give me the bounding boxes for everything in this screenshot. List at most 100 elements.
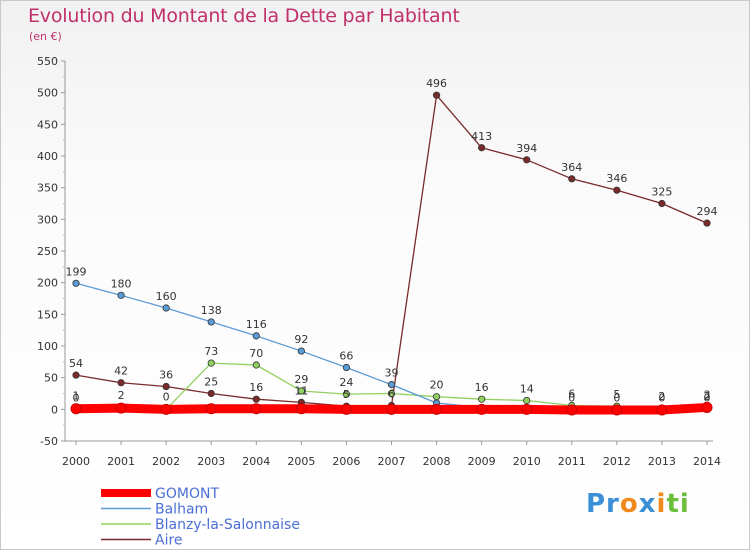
x-tick-label: 2000 (62, 455, 90, 468)
x-tick-label: 2012 (603, 455, 631, 468)
x-tick-label: 2010 (513, 455, 541, 468)
data-point-Blanzy-la-Salonnaise (387, 389, 396, 398)
data-label-Aire: 11 (294, 384, 308, 397)
data-point-Aire (207, 389, 215, 398)
data-point-GOMONT (611, 404, 623, 416)
y-tick-label: 450 (37, 118, 58, 131)
data-label-Aire: 42 (114, 365, 128, 378)
data-point-Aire (568, 175, 576, 183)
x-tick-label: 2011 (558, 455, 586, 468)
data-point-GOMONT (476, 403, 488, 415)
x-tick-label: 2009 (468, 455, 496, 468)
data-label-Aire: 496 (426, 77, 447, 90)
data-point-Aire (478, 144, 486, 152)
data-label-Blanzy-la-Salonnaise: 73 (204, 345, 218, 358)
data-label-Balham: 116 (246, 318, 267, 331)
x-tick-label: 2002 (152, 455, 180, 468)
data-label-Blanzy-la-Salonnaise: 0 (73, 391, 80, 404)
data-point-GOMONT (340, 403, 352, 415)
data-point-Balham (342, 363, 351, 372)
data-label-Aire: 54 (69, 357, 83, 370)
data-label-Blanzy-la-Salonnaise: 2 (658, 390, 665, 403)
data-point-Aire (72, 371, 80, 379)
data-label-Blanzy-la-Salonnaise: 70 (249, 347, 263, 360)
data-label-Blanzy-la-Salonnaise: 6 (568, 388, 575, 401)
data-point-Balham (297, 347, 305, 355)
series-line-Aire (75, 94, 708, 407)
data-point-Blanzy-la-Salonnaise (252, 361, 260, 369)
data-label-Blanzy-la-Salonnaise: 29 (294, 373, 308, 386)
data-point-GOMONT (250, 403, 262, 415)
data-point-Balham (117, 291, 125, 299)
data-point-Blanzy-la-Salonnaise (207, 359, 215, 367)
y-tick-label: 250 (37, 245, 58, 258)
data-point-GOMONT (295, 403, 307, 415)
y-tick-label: 400 (37, 150, 58, 163)
y-tick-label: 550 (37, 55, 58, 68)
data-point-Aire (117, 379, 125, 387)
data-point-Aire (658, 199, 666, 208)
data-point-Balham (207, 318, 215, 326)
data-label-GOMONT: 2 (118, 389, 125, 402)
data-point-Aire (252, 395, 260, 403)
x-tick-label: 2004 (242, 455, 270, 468)
x-tick-label: 2001 (107, 455, 135, 468)
data-point-Balham (72, 279, 80, 287)
legend-label-Blanzy-la-Salonnaise: Blanzy-la-Salonnaise (155, 517, 300, 533)
data-label-Aire: 346 (606, 172, 627, 185)
data-label-Balham: 0 (568, 391, 575, 404)
data-point-GOMONT (431, 403, 443, 415)
data-label-GOMONT: 0 (163, 390, 170, 403)
data-label-Aire: 5 (343, 388, 350, 401)
data-label-Aire: 25 (204, 376, 218, 389)
data-label-Balham: 160 (156, 290, 177, 303)
data-label-GOMONT: 1 (73, 390, 80, 403)
x-tick-label: 2008 (423, 455, 451, 468)
data-label-Blanzy-la-Salonnaise: 24 (339, 376, 353, 389)
data-point-Blanzy-la-Salonnaise (478, 395, 486, 403)
data-point-GOMONT (656, 404, 668, 416)
y-tick-label: 350 (37, 182, 58, 195)
y-tick-label: 200 (37, 277, 58, 290)
data-label-Blanzy-la-Salonnaise: 20 (430, 379, 444, 392)
data-point-GOMONT (566, 404, 578, 416)
x-tick-label: 2014 (693, 455, 721, 468)
data-point-GOMONT (701, 401, 713, 413)
data-label-Aire: 36 (159, 369, 173, 382)
legend-label-Aire: Aire (155, 533, 183, 549)
x-tick-label: 2006 (332, 455, 360, 468)
data-point-Blanzy-la-Salonnaise (523, 396, 531, 405)
data-point-Aire (613, 186, 621, 194)
data-point-Blanzy-la-Salonnaise (297, 387, 305, 395)
y-tick-label: 50 (44, 372, 58, 385)
legend-label-GOMONT: GOMONT (155, 486, 219, 502)
data-point-GOMONT (205, 403, 217, 415)
data-point-Balham (387, 381, 396, 389)
chart-title: Evolution du Montant de la Dette par Hab… (28, 5, 460, 27)
data-label-Balham: 66 (339, 350, 353, 363)
y-tick-label: 500 (37, 87, 58, 100)
data-label-Aire: 364 (561, 161, 582, 174)
x-tick-label: 2003 (197, 455, 225, 468)
data-point-GOMONT (160, 403, 172, 415)
data-label-Blanzy-la-Salonnaise: 14 (520, 382, 534, 395)
data-label-Aire: 413 (471, 130, 492, 143)
y-tick-label: 150 (37, 308, 58, 321)
data-label-Blanzy-la-Salonnaise: 16 (475, 381, 489, 394)
data-label-Aire: 6 (388, 388, 395, 401)
data-label-Balham: 0 (704, 391, 711, 404)
y-tick-label: -50 (40, 435, 58, 448)
data-label-Aire: 325 (651, 186, 672, 199)
y-tick-label: 100 (37, 340, 58, 353)
y-tick-label: 0 (51, 403, 58, 416)
data-label-Balham: 0 (613, 391, 620, 404)
data-label-Balham: 138 (201, 304, 222, 317)
data-label-GOMONT: 3 (704, 388, 711, 401)
unit-label: (en €) (29, 30, 62, 43)
data-point-Balham (162, 304, 170, 312)
legend-label-Balham: Balham (155, 502, 208, 518)
data-label-Aire: 16 (249, 381, 263, 394)
data-point-GOMONT (115, 402, 127, 414)
